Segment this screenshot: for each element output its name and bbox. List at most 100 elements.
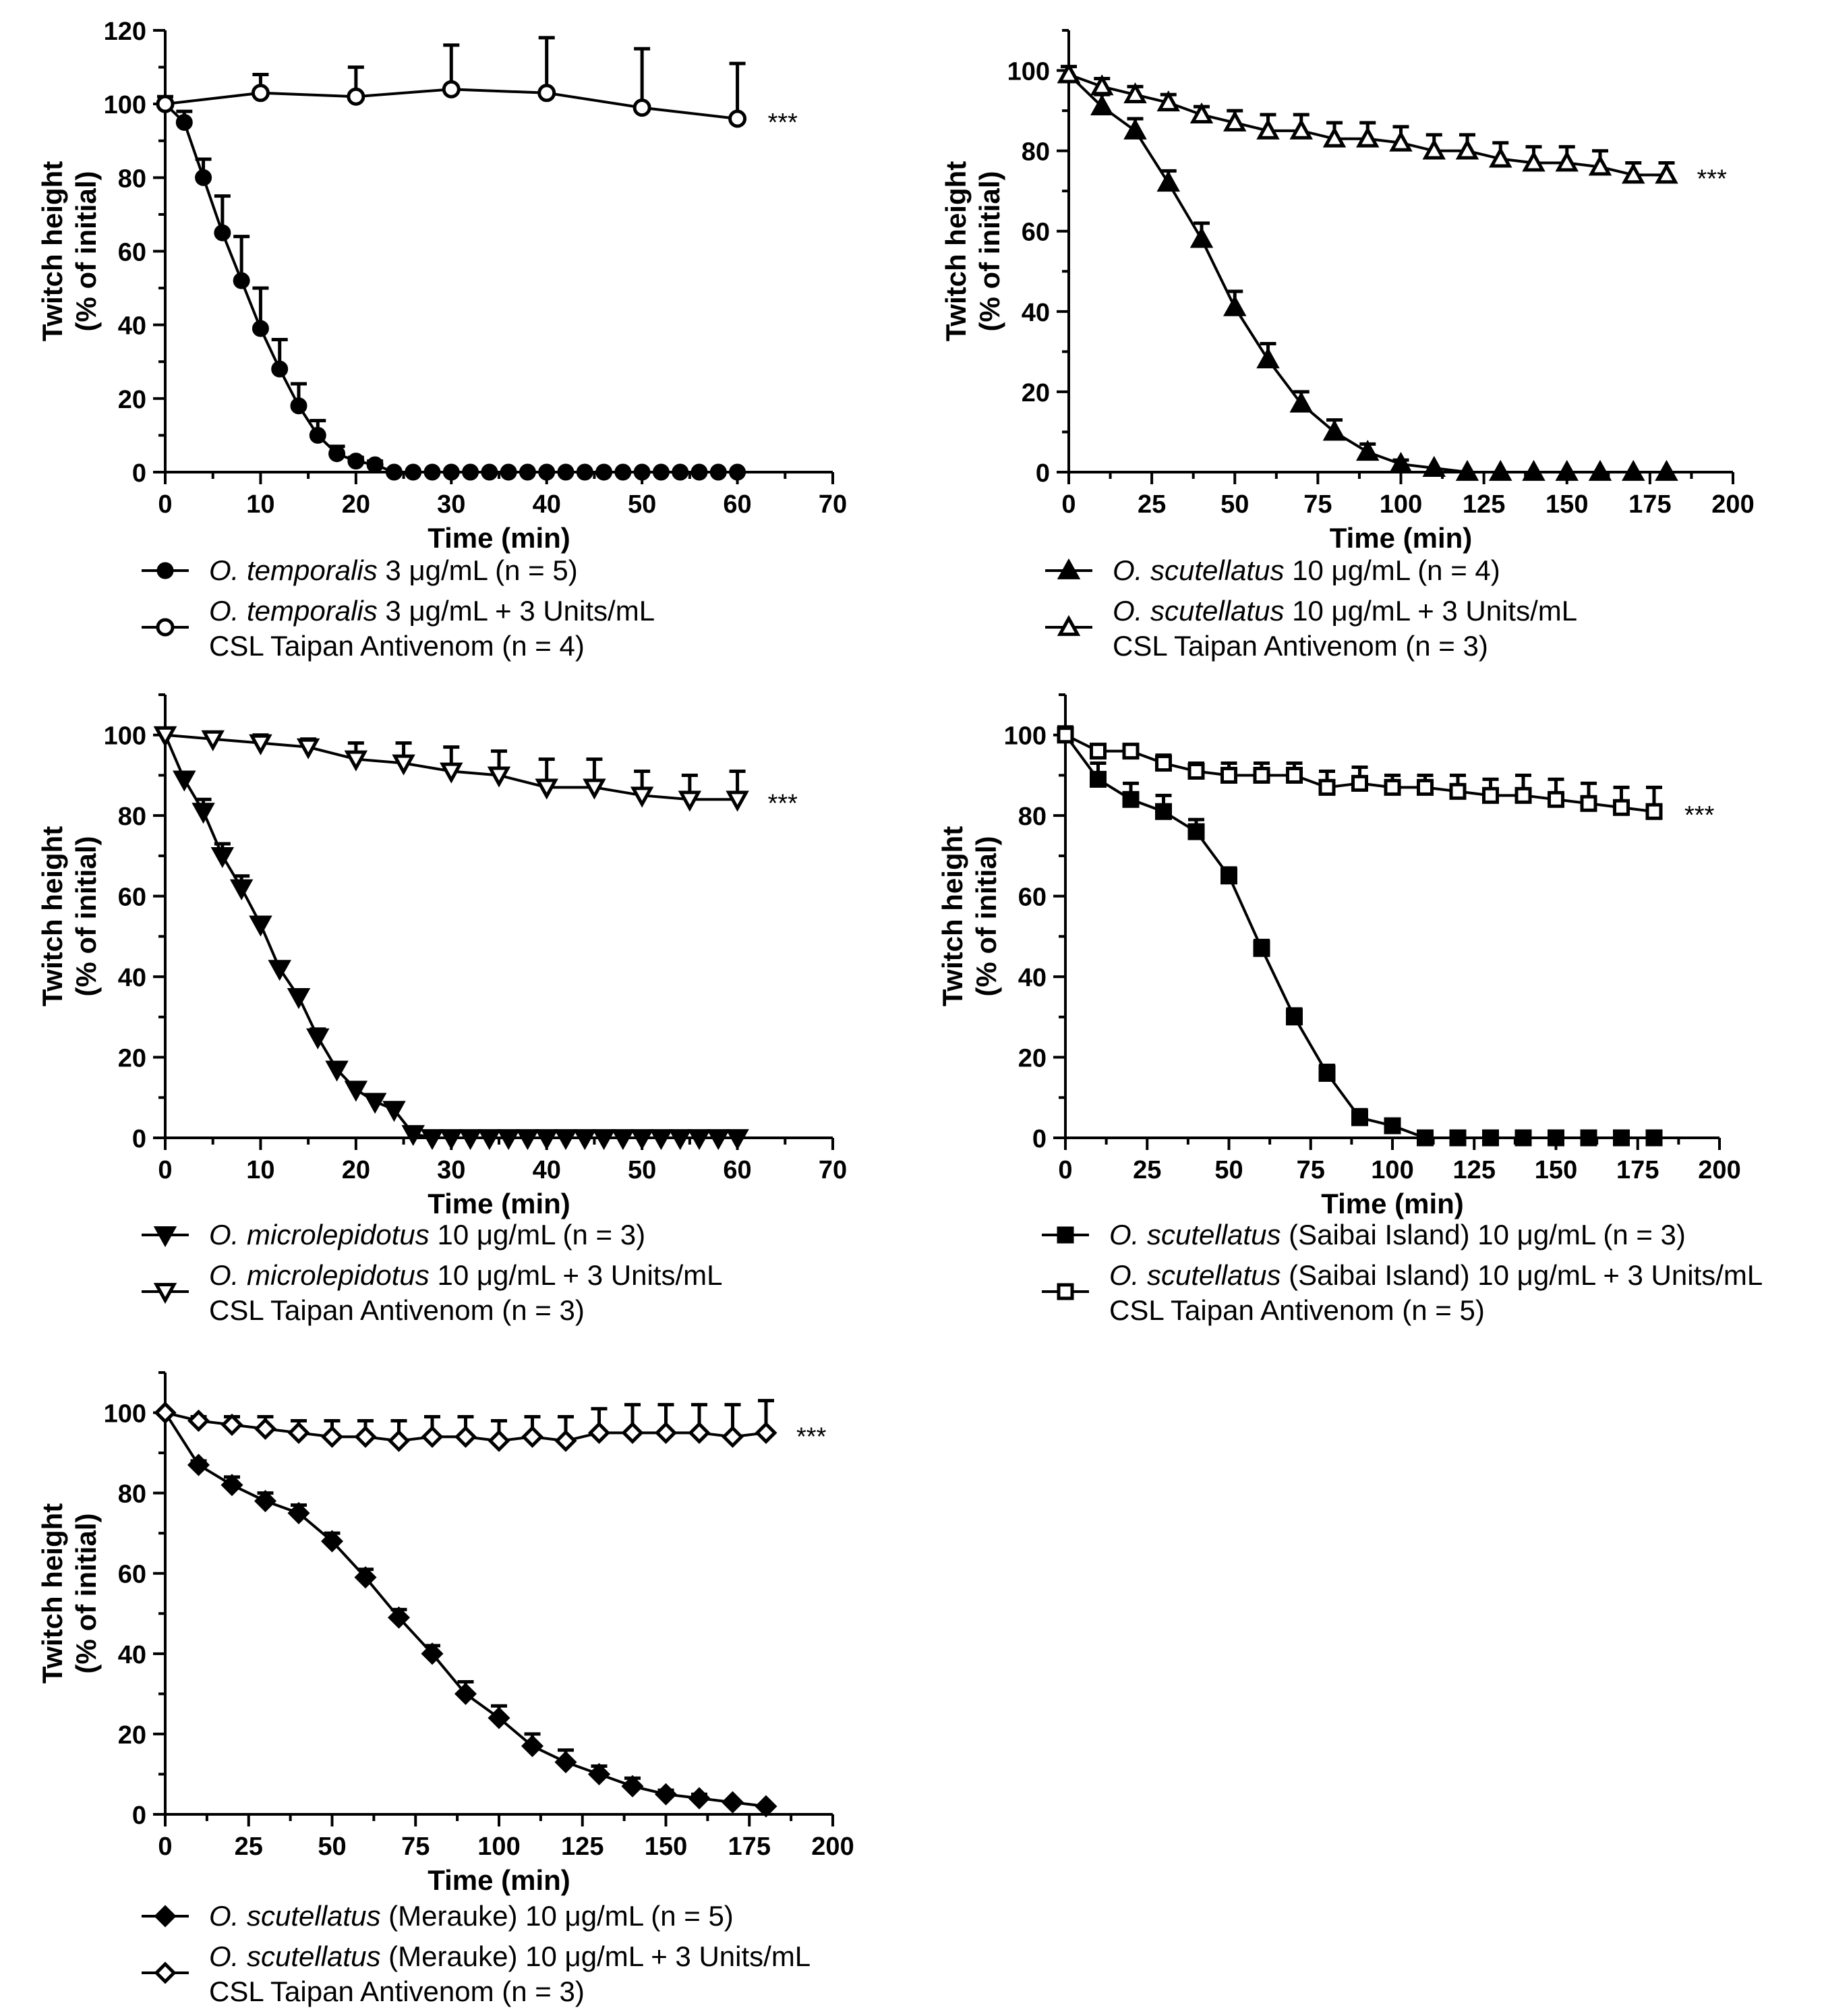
y-tick-label: 0: [1032, 1125, 1047, 1153]
y-axis-label-line2: (% of initial): [970, 836, 1002, 997]
data-point: [477, 1129, 502, 1151]
data-point: [1322, 126, 1347, 148]
x-axis-label: Time (min): [1321, 1188, 1464, 1219]
data-point: [344, 1081, 368, 1102]
data-point: [1655, 163, 1678, 184]
x-tick-label: 0: [1061, 490, 1076, 519]
data-point: [726, 1129, 749, 1151]
chart-panel-scutellatus-merauke: 0 20 40 60 80 100 0 25 50 75 100 125 150 175 200 Time (…: [0, 1342, 912, 2013]
data-point: [519, 463, 536, 481]
x-tick-label: 25: [1138, 490, 1166, 519]
data-point: [554, 1429, 577, 1452]
data-point: [1090, 94, 1114, 116]
data-point: [1588, 459, 1612, 481]
series-2: [1057, 62, 1678, 184]
data-point: [672, 463, 689, 481]
y-tick-label: 100: [1007, 58, 1050, 86]
data-point: [195, 169, 212, 186]
data-point: [630, 1129, 654, 1151]
x-tick-label: 200: [811, 1833, 854, 1861]
legend-text: 10 μg/mL (n = 4): [1284, 554, 1500, 586]
data-point: [210, 847, 235, 869]
data-point: [187, 1453, 210, 1476]
data-point: [1090, 74, 1114, 96]
data-point: [521, 1425, 544, 1448]
data-point: [728, 109, 747, 128]
data-point: [678, 790, 702, 812]
data-point: [1482, 786, 1499, 804]
data-point: [421, 1425, 444, 1448]
data-point: [1455, 459, 1479, 481]
legend: O. temporalis 3 μg/mL (n = 5) O. temporal…: [135, 553, 910, 669]
data-point: [535, 778, 558, 800]
legend-text: (Saibai Island) 10 μg/mL + 3 Units/mL: [1281, 1259, 1763, 1291]
x-tick-label: 25: [235, 1833, 263, 1861]
chart-panel-microlepidotus: 0 20 40 60 80 100 0 10 20 30 40 50 60 70 Time (min) Twi…: [0, 664, 912, 1335]
series-2: [154, 1399, 777, 1452]
data-point: [175, 113, 193, 131]
legend-text-line2: CSL Taipan Antivenom (n = 5): [1109, 1294, 1485, 1326]
legend-text: (Merauke) 10 μg/mL + 3 Units/mL: [380, 1940, 811, 1972]
legend-text: 3 μg/mL + 3 Units/mL: [377, 595, 655, 627]
data-point: [630, 786, 654, 808]
data-point: [1514, 1129, 1532, 1147]
data-point: [587, 1421, 611, 1444]
data-point: [249, 915, 272, 937]
legend: O. microlepidotus 10 μg/mL (n = 3) O. mic…: [135, 1217, 910, 1333]
x-tick-label: 75: [1297, 1156, 1325, 1184]
legend-species: O. microlepidotus: [209, 1259, 430, 1291]
data-point: [268, 960, 291, 981]
data-point: [557, 463, 575, 481]
data-point: [325, 1060, 349, 1082]
data-point: [721, 1791, 744, 1814]
y-tick-label: 60: [1022, 219, 1050, 247]
data-point: [249, 734, 272, 755]
data-point: [454, 1425, 477, 1448]
data-point: [1417, 778, 1434, 796]
legend-text-line2: CSL Taipan Antivenom (n = 4): [209, 630, 585, 662]
x-tick-label: 150: [645, 1833, 687, 1861]
data-point: [287, 1501, 310, 1524]
data-point: [1156, 171, 1180, 192]
data-point: [1384, 1117, 1401, 1134]
x-axis-label: Time (min): [1330, 522, 1473, 554]
data-point: [1455, 138, 1479, 160]
y-tick-label: 20: [1022, 379, 1050, 407]
data-point: [654, 1783, 678, 1806]
data-point: [1289, 391, 1313, 413]
data-point: [1223, 295, 1247, 316]
x-tick-label: 10: [246, 490, 274, 519]
data-point: [401, 1125, 425, 1147]
data-point: [154, 1402, 177, 1424]
x-tick-label: 100: [1371, 1156, 1413, 1184]
legend-swatch: [142, 1283, 189, 1304]
y-tick-label: 0: [132, 1802, 146, 1830]
y-tick-label: 80: [118, 165, 146, 193]
data-point: [500, 463, 517, 481]
y-tick-label: 80: [1022, 138, 1050, 167]
x-tick-label: 150: [1546, 490, 1588, 519]
data-point: [1389, 130, 1413, 152]
legend-entry: O. temporalis 3 μg/mL + 3 Units/mL CSL Ta…: [135, 594, 910, 664]
data-point: [1220, 867, 1237, 885]
legend-entry: O. scutellatus (Merauke) 10 μg/mL (n = 5…: [135, 1899, 910, 1934]
x-tick-label: 0: [1058, 1156, 1072, 1184]
data-point: [354, 1425, 377, 1448]
y-tick-label: 60: [118, 239, 146, 267]
legend: O. scutellatus (Saibai Island) 10 μg/mL …: [1035, 1217, 1811, 1333]
x-tick-label: 175: [728, 1833, 771, 1861]
data-point: [729, 463, 746, 481]
x-tick-label: 10: [246, 1156, 274, 1184]
data-point: [392, 754, 415, 776]
data-point: [496, 1129, 521, 1151]
data-point: [1318, 778, 1336, 796]
data-point: [220, 1413, 243, 1436]
data-point: [688, 1787, 711, 1810]
data-point: [309, 426, 326, 444]
legend: O. scutellatus (Merauke) 10 μg/mL (n = 5…: [135, 1899, 910, 2015]
data-point: [442, 80, 461, 98]
data-point: [592, 1129, 616, 1151]
y-tick-label: 100: [104, 91, 146, 119]
y-tick-label: 60: [118, 1561, 146, 1589]
x-tick-label: 25: [1133, 1156, 1161, 1184]
